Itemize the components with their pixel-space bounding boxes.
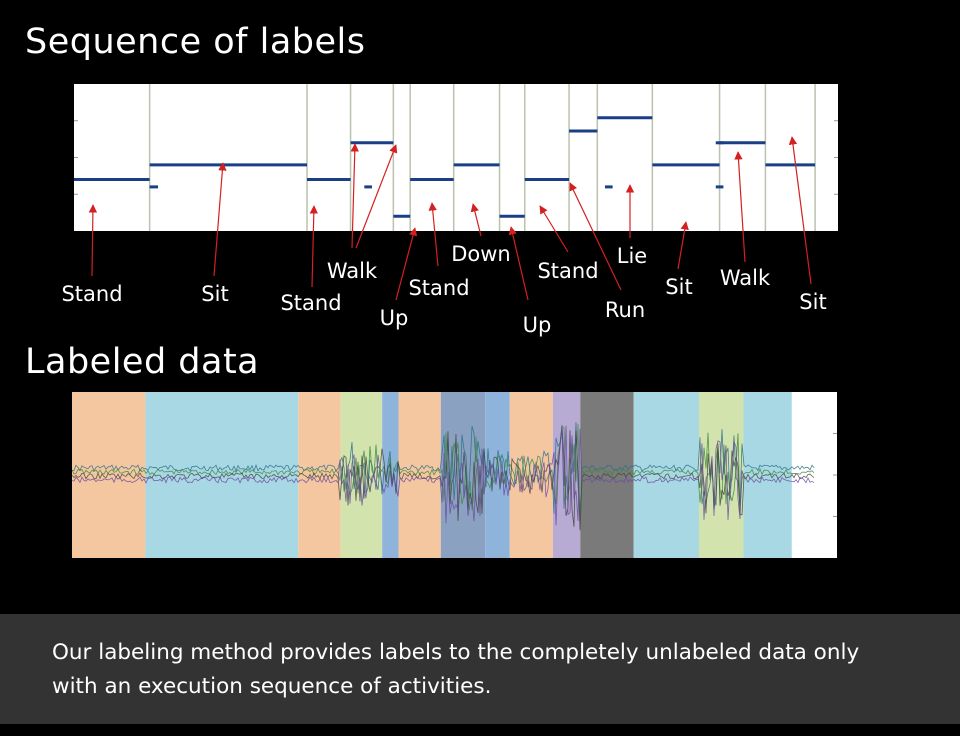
label-sit-3: Sit [799, 290, 827, 314]
label-stand-2: Stand [280, 291, 342, 315]
label-sit-1: Sit [201, 282, 229, 306]
annotation-arrow-8 [508, 226, 529, 301]
labeled-signal-svg [72, 392, 837, 558]
label-sequence-plot [74, 84, 838, 231]
caption-line-2: with an execution sequence of activities… [52, 674, 492, 699]
signal-trace-0 [72, 421, 815, 514]
label-walk-2: Walk [719, 266, 771, 290]
labeled-region-11 [633, 392, 699, 558]
label-stand-4: Stand [537, 259, 599, 283]
label-lie-1: Lie [616, 244, 648, 268]
sequence-title: Sequence of labels [25, 22, 366, 62]
labeled-region-0 [72, 392, 146, 558]
label-stand-1: Stand [61, 282, 123, 306]
labeled-data-title: Labeled data [25, 342, 260, 382]
caption-bar: Our labeling method provides labels to t… [0, 614, 960, 724]
label-sit-2: Sit [665, 275, 693, 299]
signal-trace-3 [72, 425, 815, 526]
caption-text: Our labeling method provides labels to t… [52, 636, 912, 704]
labeled-region-2 [298, 392, 341, 558]
label-up-1: Up [379, 306, 409, 330]
caption-line-1: Our labeling method provides labels to t… [52, 640, 860, 665]
label-down-1: Down [451, 242, 511, 266]
label-walk-1: Walk [326, 259, 378, 283]
label-up-2: Up [522, 313, 552, 337]
label-sequence-svg [74, 84, 838, 231]
label-run-1: Run [604, 298, 646, 322]
labeled-data-plot [72, 392, 837, 558]
label-stand-3: Stand [408, 276, 470, 300]
